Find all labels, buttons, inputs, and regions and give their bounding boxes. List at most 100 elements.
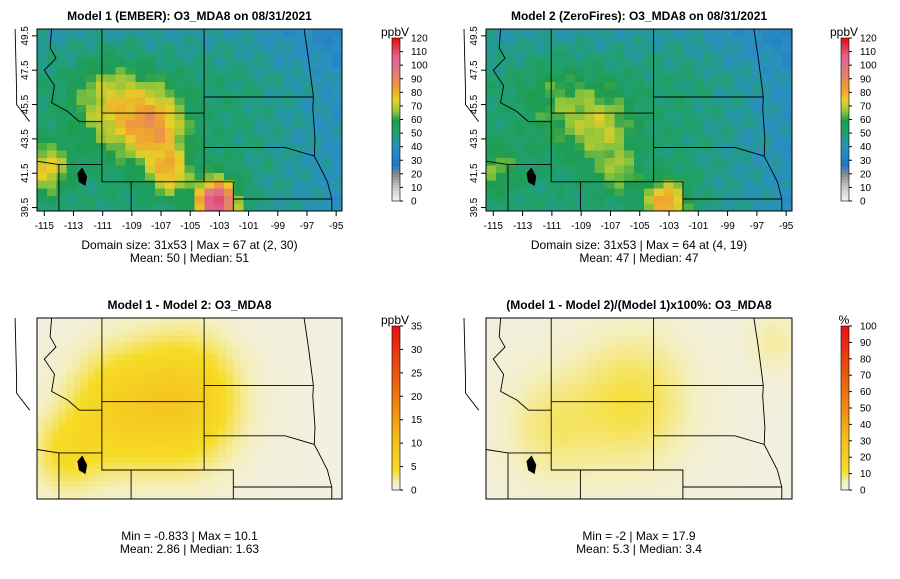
heatmap-cell (263, 51, 274, 60)
heatmap-cell (302, 82, 314, 91)
heatmap-cell (145, 36, 156, 45)
heatmap-cell (505, 180, 517, 189)
heatmap-cell (243, 180, 255, 189)
heatmap-cell (155, 195, 166, 205)
heatmap-cell (102, 354, 111, 361)
heatmap-cell (755, 372, 764, 379)
heatmap-cell (784, 426, 793, 434)
heatmap-cell (37, 51, 48, 60)
heatmap-cell (624, 420, 633, 428)
heatmap-cell (66, 82, 77, 91)
heatmap-cell (555, 51, 566, 60)
heatmap-cell (305, 456, 314, 464)
heatmap-cell (634, 104, 645, 114)
heatmap-cell (755, 438, 764, 446)
heatmap-cell (770, 384, 779, 391)
heatmap-cell (602, 462, 611, 470)
heatmap-cell (283, 486, 292, 494)
heatmap-cell (704, 378, 713, 385)
heatmap-cell (673, 135, 685, 144)
heatmap-cell (283, 438, 292, 446)
heatmap-cell (711, 450, 720, 458)
heatmap-cell (784, 396, 793, 404)
heatmap-cell (145, 354, 154, 361)
heatmap-cell (291, 444, 300, 452)
heatmap-cell (160, 432, 169, 440)
heatmap-cell (639, 486, 647, 494)
heatmap-cell (580, 456, 589, 464)
heatmap-cell (535, 157, 546, 167)
heatmap-cell (218, 444, 227, 452)
heatmap-cell (243, 173, 255, 182)
heatmap-cell (204, 462, 212, 470)
heatmap-cell (643, 157, 655, 167)
heatmap-cell (704, 384, 713, 391)
heatmap-cell (646, 426, 655, 434)
heatmap-cell (320, 438, 329, 446)
heatmap-cell (334, 414, 343, 422)
heatmap-cell (711, 408, 720, 416)
heatmap-cell (302, 165, 314, 174)
heatmap-cell (682, 408, 691, 416)
heatmap-cell (164, 120, 176, 129)
heatmap-cell (580, 444, 589, 452)
heatmap-cell (204, 492, 212, 500)
heatmap-cell (535, 89, 546, 98)
y-axis: 39.541.543.545.547.549.5 (20, 26, 38, 217)
heatmap-cell (574, 173, 586, 182)
heatmap-cell (312, 444, 321, 452)
heatmap-cell (125, 66, 136, 76)
heatmap-cell (711, 354, 720, 361)
heatmap-cell (682, 366, 691, 373)
heatmap-cell (673, 173, 685, 182)
colorbar-step (841, 127, 849, 131)
heatmap-cell (719, 474, 728, 482)
heatmap-cell (653, 378, 662, 385)
heatmap-cell (233, 426, 241, 434)
heatmap-cell (495, 173, 507, 182)
state-border (507, 112, 655, 211)
heatmap-cell (102, 450, 111, 458)
heatmap-cell (320, 396, 329, 404)
colorbar-step (841, 59, 849, 64)
heatmap-cell (580, 462, 589, 470)
great-salt-lake (526, 167, 537, 186)
panel-title: Model 1 - Model 2: O3_MDA8 (107, 298, 271, 312)
heatmap-cell (602, 432, 611, 440)
colorbar-step (392, 116, 400, 121)
heatmap-cell (56, 165, 68, 174)
heatmap-cell (243, 142, 255, 151)
colorbar-step (841, 418, 849, 423)
heatmap-cell (223, 51, 235, 60)
heatmap-cell (617, 390, 626, 398)
heatmap-cell (697, 348, 706, 355)
heatmap-cell (174, 89, 186, 98)
heatmap-cell (486, 474, 494, 482)
heatmap-cell (624, 378, 633, 385)
heatmap-cell (196, 360, 205, 367)
heatmap-cell (196, 486, 205, 494)
heatmap-cell (580, 486, 589, 494)
heatmap-cell (292, 44, 304, 53)
heatmap-cell (580, 468, 589, 476)
heatmap-cell (211, 474, 220, 482)
heatmap-cell (726, 414, 735, 422)
colorbar-step (392, 195, 400, 199)
heatmap-cell (742, 135, 754, 144)
heatmap-cell (73, 378, 82, 385)
heatmap-cell (733, 486, 742, 494)
heatmap-cell (116, 366, 125, 373)
heatmap-cell (675, 474, 684, 482)
heatmap-cell (196, 426, 205, 434)
heatmap-cell (486, 360, 494, 367)
heatmap-cell (327, 348, 336, 355)
colorbar-step (841, 86, 849, 91)
heatmap-cell (784, 342, 793, 349)
heatmap-cell (566, 414, 575, 422)
heatmap-cell (675, 468, 684, 476)
heatmap-cell (164, 142, 176, 151)
heatmap-cell (722, 97, 734, 106)
heatmap-cell (544, 384, 553, 391)
heatmap-cell (155, 150, 166, 159)
heatmap-cell (525, 74, 536, 83)
